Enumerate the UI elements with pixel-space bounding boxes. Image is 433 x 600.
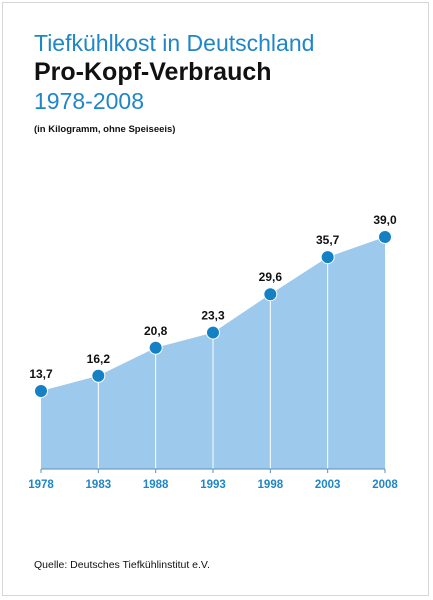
- data-label: 16,2: [87, 352, 111, 366]
- x-tick-label: 2003: [315, 479, 341, 491]
- data-point: [206, 325, 220, 340]
- source-note: Quelle: Deutsches Tiefkühlinstitut e.V.: [34, 559, 210, 571]
- data-point: [320, 250, 335, 265]
- x-tick-label: 1978: [28, 479, 54, 491]
- x-tick-label: 2008: [372, 479, 398, 491]
- chart-title: Tiefkühlkost in Deutschland: [34, 30, 315, 56]
- x-tick-label: 1988: [143, 479, 169, 491]
- data-label: 29,6: [259, 270, 283, 284]
- data-point: [34, 384, 48, 398]
- x-tick-label: 1983: [86, 479, 112, 491]
- data-label: 35,7: [316, 233, 340, 247]
- chart-title-main: Pro-Kopf-Verbrauch: [34, 58, 272, 86]
- data-point: [91, 368, 106, 383]
- data-point: [148, 340, 163, 355]
- data-label: 20,8: [144, 324, 168, 338]
- chart-unit-note: (in Kilogramm, ohne Speiseeis): [34, 124, 176, 135]
- chart-period: 1978-2008: [34, 88, 144, 114]
- data-point: [378, 230, 392, 244]
- data-point: [263, 287, 278, 302]
- data-label: 23,3: [201, 309, 225, 323]
- x-tick-label: 1998: [258, 479, 284, 491]
- data-label: 39,0: [373, 213, 397, 227]
- data-label: 13,7: [29, 367, 53, 381]
- x-tick-label: 1993: [200, 479, 226, 491]
